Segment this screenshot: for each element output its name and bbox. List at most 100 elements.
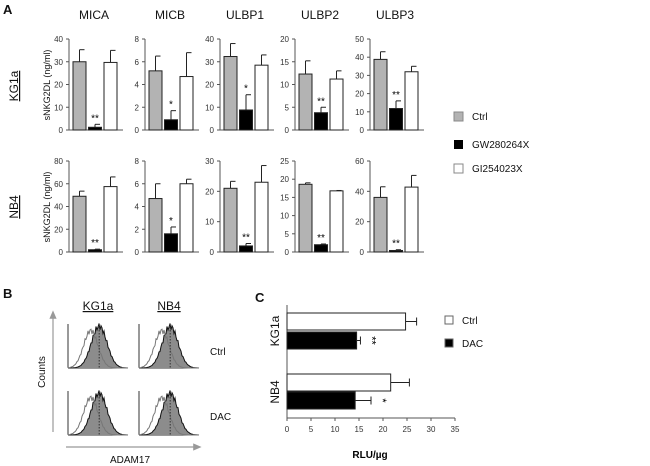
x-tick-label: 0	[285, 425, 290, 434]
isotype-histogram	[138, 395, 199, 436]
bar-chart-kg1a-ulbp1: ULBP1 0 10 20 30 40 *	[205, 8, 274, 135]
legend-label-ctrl: Ctrl	[462, 316, 478, 327]
isotype-histogram	[67, 395, 128, 436]
legend-label-gi: GI254023X	[472, 164, 523, 175]
bar-gw280264x	[164, 119, 178, 131]
hist-row-ctrl: Ctrl	[210, 347, 226, 358]
y-tick-label: 2	[135, 225, 140, 234]
bar-ctrl	[298, 183, 313, 253]
y-tick-label: 20	[355, 218, 364, 227]
hist-row-dac: DAC	[210, 412, 231, 423]
x-tick-label: 15	[355, 425, 364, 434]
y-tick-label: 10	[205, 218, 214, 227]
bar-chart-kg1a-micb: MICB 0 2 4 6 8 *	[135, 8, 199, 135]
bar-gw280264x	[239, 109, 253, 131]
significance-marker: *	[376, 398, 388, 403]
bar-ctrl	[72, 195, 87, 253]
y-tick-label: 0	[285, 126, 290, 135]
y-tick-label: 40	[54, 35, 63, 44]
y-tick-label: 40	[355, 53, 364, 62]
y-tick-label: 30	[54, 58, 63, 67]
isotype-histogram	[138, 328, 199, 369]
panel-c-chart: 0 5 10 15 20 25 30 35 RLU/µg KG1a ** NB4 * Ctrl DAC	[268, 305, 483, 461]
histogram-kg1a-ctrl	[67, 323, 129, 369]
legend-label-gw: GW280264X	[472, 140, 530, 151]
chart-title: ULBP1	[226, 8, 264, 22]
y-tick-label: 10	[280, 81, 289, 90]
y-tick-label: 10	[205, 103, 214, 112]
y-axis-label-kg1a: sNKG2DL (ng/ml)	[42, 50, 52, 121]
significance-marker: **	[365, 336, 377, 345]
panel-a-charts: MICA010203040**MICB02468*ULBP1010203040*…	[54, 8, 424, 257]
y-tick-label: 8	[135, 35, 140, 44]
significance-marker: **	[392, 90, 400, 101]
y-tick-label: 10	[280, 212, 289, 221]
y-tick-label: 20	[54, 81, 63, 90]
bar-ctrl	[373, 196, 388, 253]
category-label-kg1a: KG1a	[268, 315, 282, 346]
y-tick-label: 5	[285, 230, 290, 239]
bar-gi254023x	[103, 186, 118, 253]
panel-label-c: C	[255, 290, 265, 305]
significance-marker: *	[169, 100, 173, 111]
adam17-label: ADAM17	[110, 455, 150, 466]
y-tick-label: 40	[205, 35, 214, 44]
chart-title: MICA	[79, 8, 109, 22]
bar-gw280264x	[314, 112, 328, 131]
bar-ctrl	[148, 198, 163, 253]
y-tick-label: 0	[360, 248, 365, 257]
panel-label-a: A	[3, 2, 13, 17]
y-tick-label: 2	[135, 103, 140, 112]
legend-label-dac: DAC	[462, 339, 483, 350]
y-tick-label: 10	[355, 108, 364, 117]
legend-swatch-gw	[454, 140, 463, 149]
bar-gw280264x	[164, 233, 178, 253]
y-tick-label: 0	[135, 126, 140, 135]
bar-gi254023x	[254, 64, 269, 131]
significance-marker: *	[244, 84, 248, 95]
bar-gi254023x	[179, 76, 194, 131]
y-tick-label: 20	[205, 81, 214, 90]
bar-ctrl	[223, 56, 238, 131]
y-tick-label: 8	[135, 157, 140, 166]
significance-marker: **	[392, 239, 400, 250]
hist-col-kg1a: KG1a	[83, 299, 114, 313]
bar-chart-nb4-ulbp1: 0 10 20 30 **	[205, 157, 274, 257]
bar-gw280264x	[88, 249, 102, 253]
y-axis-label-nb4: sNKG2DL (ng/ml)	[42, 172, 52, 243]
y-tick-label: 80	[54, 157, 63, 166]
y-tick-label: 0	[59, 126, 64, 135]
bar-chart-kg1a-mica: MICA 0 10 20 30 40 **	[54, 8, 123, 135]
bar-ctrl	[223, 187, 238, 253]
bar-kg1a-ctrl	[286, 312, 407, 331]
x-tick-label: 35	[451, 425, 460, 434]
y-tick-label: 20	[355, 90, 364, 99]
y-tick-label: 6	[135, 180, 140, 189]
y-tick-label: 0	[210, 126, 215, 135]
y-tick-label: 40	[54, 203, 63, 212]
bar-nb4-dac	[286, 391, 356, 410]
bar-chart-kg1a-ulbp3: ULBP3 0 10 20 30 40 50 **	[355, 8, 424, 135]
histogram-nb4-ctrl	[138, 323, 200, 369]
x-tick-label: 5	[309, 425, 314, 434]
bar-gi254023x	[329, 78, 344, 131]
bar-chart-nb4-mica: 0 20 40 60 80 **	[54, 157, 123, 257]
legend-swatch-dac	[444, 338, 454, 348]
legend-swatch-ctrl	[444, 315, 454, 325]
y-tick-label: 0	[135, 248, 140, 257]
panel-label-b: B	[3, 286, 12, 301]
bar-chart-nb4-ulbp3: 0 20 40 60 **	[355, 157, 424, 257]
y-tick-label: 60	[54, 180, 63, 189]
significance-marker: **	[91, 113, 99, 124]
y-tick-label: 0	[360, 126, 365, 135]
bar-gi254023x	[404, 186, 419, 253]
bar-chart-nb4-micb: 0 2 4 6 8 *	[135, 157, 199, 257]
bar-nb4-ctrl	[286, 373, 392, 392]
y-tick-label: 10	[54, 103, 63, 112]
bar-ctrl	[148, 70, 163, 131]
bar-gw280264x	[389, 249, 403, 253]
significance-marker: *	[169, 216, 173, 227]
bar-ctrl	[373, 58, 388, 131]
bar-gw280264x	[239, 245, 253, 253]
